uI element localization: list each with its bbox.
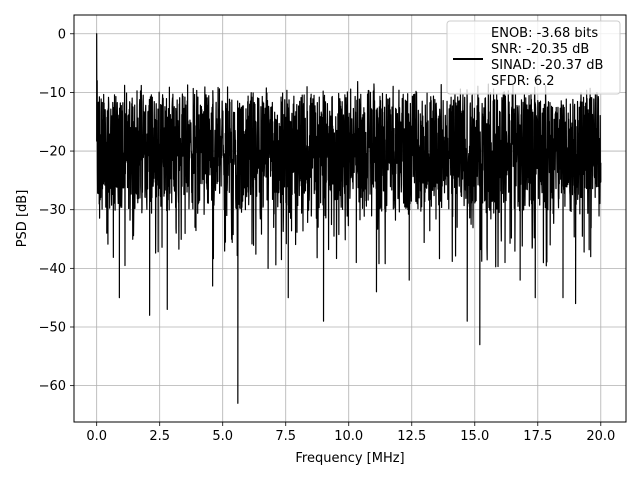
x-tick-label: 12.5: [397, 429, 426, 444]
axes-frame: [73, 14, 627, 423]
y-tick-label: 0: [58, 27, 66, 42]
x-tick-label: 7.5: [275, 429, 296, 444]
legend-entry-sfdr: SFDR: 6.2: [491, 74, 555, 89]
legend-entry-enob: ENOB: -3.68 bits: [491, 26, 598, 41]
y-axis-label: PSD [dB]: [15, 190, 30, 248]
legend-entry-snr: SNR: -20.35 dB: [491, 42, 589, 57]
psd-series-line: [96, 33, 602, 404]
y-tick-label: −50: [39, 320, 66, 335]
y-tick-label: −60: [39, 379, 66, 394]
x-tick-label: 2.5: [149, 429, 170, 444]
x-tick-label: 5.0: [212, 429, 233, 444]
x-tick-label: 20.0: [586, 429, 615, 444]
y-tick-label: −30: [39, 203, 66, 218]
legend-entry-sinad: SINAD: -20.37 dB: [491, 58, 603, 73]
x-tick-label: 0.0: [86, 429, 107, 444]
legend-box: [446, 20, 621, 95]
x-axis-ticks: 0.0 2.5 5.0 7.5 10.0 12.5 15.0 17.5 20.0: [86, 422, 615, 444]
x-tick-label: 17.5: [523, 429, 552, 444]
x-tick-label: 10.0: [334, 429, 363, 444]
y-tick-label: −40: [39, 262, 66, 277]
y-axis-ticks: 0 −10 −20 −30 −40 −50 −60: [39, 27, 74, 394]
y-tick-label: −10: [39, 86, 66, 101]
legend: ENOB: -3.68 bits SNR: -20.35 dB SINAD: -…: [446, 20, 621, 95]
x-tick-label: 15.0: [460, 429, 489, 444]
y-tick-label: −20: [39, 145, 66, 160]
plot-area: [96, 33, 602, 404]
x-axis-label: Frequency [MHz]: [295, 451, 404, 466]
